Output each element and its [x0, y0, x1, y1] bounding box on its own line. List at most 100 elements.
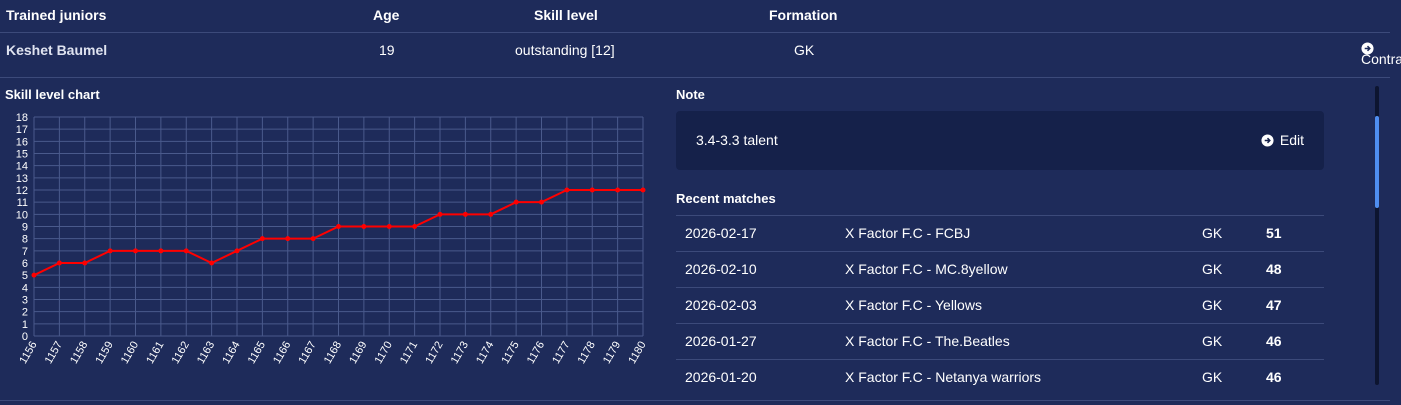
y-tick-label: 15	[16, 149, 28, 161]
scrollbar-thumb[interactable]	[1375, 116, 1379, 208]
player-skill: outstanding [12]	[515, 42, 615, 58]
contract-button[interactable]: Contract	[1361, 42, 1401, 67]
y-tick-label: 0	[22, 331, 28, 343]
chart-title: Skill level chart	[5, 87, 100, 102]
x-tick-label: 1177	[550, 340, 572, 366]
data-point	[462, 211, 468, 217]
x-tick-label: 1163	[195, 340, 217, 366]
header-skill-level: Skill level	[534, 7, 598, 23]
match-row[interactable]: 2026-02-10 X Factor F.C - MC.8yellow GK …	[676, 251, 1324, 287]
x-tick-label: 1180	[626, 340, 648, 366]
x-tick-label: 1160	[119, 340, 141, 366]
match-position: GK	[1202, 297, 1223, 313]
scrollbar[interactable]	[1375, 86, 1379, 385]
data-point	[513, 199, 519, 205]
y-tick-label: 7	[22, 246, 28, 258]
x-tick-label: 1157	[43, 340, 65, 366]
header-trained-juniors: Trained juniors	[6, 7, 107, 23]
data-point	[361, 224, 367, 229]
match-name[interactable]: X Factor F.C - Netanya warriors	[845, 369, 1042, 385]
arrow-circle-right-icon	[1261, 133, 1274, 147]
data-point	[158, 248, 164, 254]
match-name[interactable]: X Factor F.C - MC.8yellow	[845, 261, 1008, 277]
edit-label: Edit	[1279, 132, 1304, 148]
data-point	[183, 248, 189, 254]
y-tick-label: 16	[16, 136, 28, 148]
match-position: GK	[1202, 225, 1223, 241]
match-position: GK	[1202, 261, 1223, 277]
y-tick-label: 1	[22, 319, 28, 331]
note-box: 3.4-3.3 talent Edit	[676, 111, 1324, 170]
y-tick-label: 11	[17, 197, 28, 209]
data-point	[386, 224, 392, 229]
data-point	[209, 260, 215, 266]
data-point	[640, 187, 646, 193]
x-tick-label: 1168	[322, 340, 344, 366]
match-row[interactable]: 2026-01-27 X Factor F.C - The.Beatles GK…	[676, 323, 1324, 359]
data-point	[412, 224, 418, 229]
data-point	[437, 211, 443, 217]
data-point	[285, 236, 291, 242]
data-point	[336, 224, 341, 229]
match-name[interactable]: X Factor F.C - FCBJ	[845, 225, 971, 241]
x-tick-label: 1175	[500, 340, 522, 366]
y-tick-label: 13	[16, 173, 28, 185]
x-tick-label: 1169	[347, 340, 369, 366]
data-point	[31, 272, 37, 278]
x-tick-label: 1158	[68, 340, 90, 366]
x-tick-label: 1164	[220, 340, 242, 366]
data-point	[589, 187, 595, 193]
contract-label: Contract	[1361, 51, 1401, 67]
y-tick-label: 2	[22, 307, 28, 319]
match-position: GK	[1202, 369, 1223, 385]
player-name[interactable]: Keshet Baumel	[6, 42, 108, 58]
y-tick-label: 10	[16, 209, 28, 221]
x-tick-label: 1166	[271, 340, 293, 366]
note-title: Note	[676, 87, 705, 102]
data-point	[615, 187, 621, 193]
player-age: 19	[379, 42, 395, 58]
x-tick-label: 1171	[398, 340, 420, 366]
match-date: 2026-02-17	[685, 225, 757, 241]
data-point	[539, 199, 544, 205]
data-point	[56, 260, 62, 266]
data-point	[107, 248, 113, 254]
match-date: 2026-02-03	[685, 297, 757, 313]
table-header: Trained juniors Age Skill level Formatio…	[0, 0, 1390, 33]
match-score: 46	[1266, 333, 1282, 349]
x-tick-label: 1179	[601, 340, 623, 366]
data-point	[488, 211, 494, 217]
arrow-circle-right-icon	[1361, 42, 1374, 55]
match-date: 2026-01-20	[685, 369, 757, 385]
match-name[interactable]: X Factor F.C - The.Beatles	[845, 333, 1010, 349]
divider	[0, 400, 1390, 401]
y-tick-label: 5	[22, 270, 28, 282]
x-tick-label: 1167	[297, 340, 319, 366]
y-tick-label: 14	[16, 161, 28, 173]
match-name[interactable]: X Factor F.C - Yellows	[845, 297, 982, 313]
data-point	[82, 260, 88, 266]
x-tick-label: 1156	[17, 340, 39, 366]
match-row[interactable]: 2026-01-20 X Factor F.C - Netanya warrio…	[676, 359, 1324, 395]
data-point	[564, 187, 570, 193]
data-point	[259, 236, 265, 242]
player-row: Keshet Baumel 19 outstanding [12] GK Con…	[0, 33, 1401, 78]
data-point	[133, 248, 138, 254]
data-point	[234, 248, 240, 254]
x-tick-label: 1162	[170, 340, 192, 366]
x-tick-label: 1172	[423, 340, 445, 366]
x-tick-label: 1178	[576, 340, 598, 366]
recent-matches-list: 2026-02-17 X Factor F.C - FCBJ GK 51 202…	[676, 215, 1324, 395]
match-row[interactable]: 2026-02-17 X Factor F.C - FCBJ GK 51	[676, 215, 1324, 251]
player-formation: GK	[794, 42, 815, 58]
y-tick-label: 17	[16, 124, 28, 136]
recent-matches-title: Recent matches	[676, 191, 776, 206]
match-row[interactable]: 2026-02-03 X Factor F.C - Yellows GK 47	[676, 287, 1324, 323]
x-tick-label: 1170	[373, 340, 395, 366]
y-tick-label: 4	[22, 282, 28, 294]
header-age: Age	[373, 7, 400, 23]
x-tick-label: 1159	[94, 340, 116, 366]
edit-button[interactable]: Edit	[1261, 132, 1304, 148]
match-score: 47	[1266, 297, 1282, 313]
